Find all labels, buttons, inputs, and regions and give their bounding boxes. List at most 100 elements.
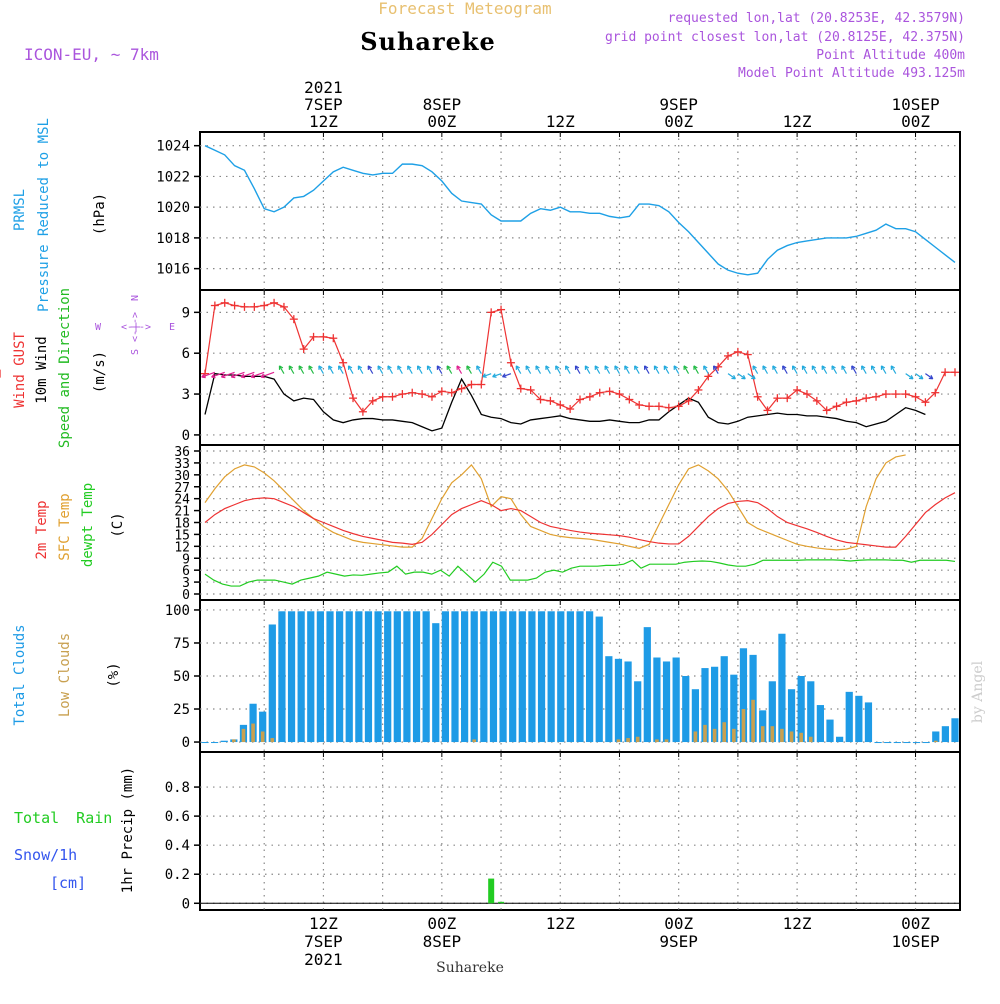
total-clouds-bar (567, 611, 574, 742)
y-tick-label: 1022 (156, 169, 190, 185)
low-clouds-bar (626, 738, 630, 742)
x-axis-bottom-label: 00Z (901, 914, 930, 933)
y-tick-label: 0.6 (165, 809, 190, 825)
low-clouds-bar (636, 737, 640, 742)
pressure-label-msl: Pressure Reduced to MSL (36, 118, 52, 312)
temp-label-sfc: SFC Temp (57, 493, 73, 560)
total-clouds-bar (596, 617, 603, 742)
x-axis-top-label: 12Z (309, 112, 338, 131)
x-axis-top-label: 00Z (901, 112, 930, 131)
low-clouds-bar (694, 731, 698, 742)
x-axis-bottom-label: 00Z (664, 914, 693, 933)
low-clouds-bar (742, 709, 746, 742)
total-clouds-bar (374, 611, 381, 742)
x-axis-bottom-label: 2021 (304, 950, 343, 969)
point-altitude: Point Altitude 400m (816, 48, 965, 63)
y-tick-label: 1016 (156, 262, 190, 278)
y-tick-label: 1024 (156, 139, 190, 155)
total-clouds-bar (548, 611, 555, 742)
total-clouds-bar (538, 611, 545, 742)
precip-label-unit: 1hr Precip (mm) (120, 767, 136, 893)
footer-location: Suhareke (436, 960, 504, 976)
total-clouds-bar (778, 634, 785, 742)
low-clouds-bar (751, 700, 755, 742)
total-clouds-bar (336, 611, 343, 742)
y-tick-label: 0 (182, 428, 190, 444)
low-clouds-bar (665, 739, 669, 742)
low-clouds-bar (242, 729, 246, 742)
temp-label-dewpt: dewpt Temp (80, 483, 96, 567)
grid-point-coordinates: grid point closest lon,lat (20.8125E, 42… (605, 30, 965, 45)
x-axis-bottom-label: 12Z (783, 914, 812, 933)
low-clouds-bar (251, 724, 255, 742)
total-clouds-bar (557, 611, 564, 742)
x-axis-bottom-label: 7SEP (304, 932, 343, 951)
x-axis-bottom-label: 9SEP (659, 932, 698, 951)
total-clouds-bar (346, 611, 353, 742)
total-clouds-bar (836, 737, 843, 742)
x-axis-bottom-label: 00Z (427, 914, 456, 933)
y-tick-label: 3 (182, 387, 190, 403)
total-clouds-bar (576, 611, 583, 742)
total-clouds-bar (432, 623, 439, 742)
y-tick-label: 36 (174, 445, 190, 460)
total-clouds-bar (653, 658, 660, 743)
total-clouds-bar (490, 611, 497, 742)
low-clouds-bar (761, 726, 765, 742)
total-clouds-bar (394, 611, 401, 742)
compass-north: N (130, 295, 141, 301)
total-clouds-bar (586, 611, 593, 742)
x-axis-top-label: 00Z (664, 112, 693, 131)
total-clouds-bar (269, 624, 276, 742)
y-tick-label: 0.4 (165, 838, 190, 854)
total-clouds-bar (644, 627, 651, 742)
watermark: by Angel (970, 660, 986, 723)
precip-label-cm: [cm] (50, 874, 86, 892)
x-axis-bottom-label: 12Z (546, 914, 575, 933)
y-tick-label: 75 (173, 636, 190, 652)
low-clouds-bar (232, 739, 236, 742)
low-clouds-bar (703, 725, 707, 742)
y-tick-label: 100 (165, 603, 190, 619)
total-clouds-bar (499, 611, 506, 742)
total-clouds-bar (894, 742, 901, 743)
low-clouds-bar (655, 739, 659, 742)
total-clouds-bar (884, 742, 891, 743)
x-axis-top-label: 00Z (427, 112, 456, 131)
total-clouds-bar (855, 696, 862, 742)
low-clouds-bar (261, 731, 265, 742)
total-clouds-bar (874, 742, 881, 743)
total-clouds-bar (846, 692, 853, 742)
total-clouds-bar (413, 611, 420, 742)
model-point-altitude: Model Point Altitude 493.125m (738, 66, 965, 81)
total-clouds-bar (923, 742, 930, 743)
total-clouds-bar (461, 611, 468, 742)
wind-label-unit: (m/s) (92, 351, 108, 393)
total-clouds-bar (528, 611, 535, 742)
low-clouds-bar (472, 739, 476, 742)
total-clouds-bar (423, 611, 430, 742)
total-clouds-bar (211, 742, 218, 743)
x-axis-bottom-label: 8SEP (423, 932, 462, 951)
low-clouds-bar (799, 733, 803, 742)
total-clouds-bar (317, 611, 324, 742)
total-clouds-bar (932, 731, 939, 742)
low-clouds-bar (271, 738, 275, 742)
location-title: Suhareke (360, 27, 496, 56)
total-clouds-bar (442, 611, 449, 742)
x-axis-top-label: 12Z (783, 112, 812, 131)
y-tick-label: 25 (173, 702, 190, 718)
total-clouds-bar (509, 611, 516, 742)
total-clouds-bar (307, 611, 314, 742)
low-clouds-bar (934, 741, 938, 742)
total-clouds-bar (913, 742, 920, 743)
total-clouds-bar (807, 681, 814, 742)
total-clouds-bar (298, 611, 305, 742)
compass-south: S (130, 349, 141, 355)
low-clouds-bar (790, 731, 794, 742)
total-clouds-bar (355, 611, 362, 742)
meteogram-title: Forecast Meteogram (378, 0, 551, 18)
pressure-label-prmsl: PRMSL (12, 189, 28, 231)
total-clouds-bar (471, 611, 478, 742)
